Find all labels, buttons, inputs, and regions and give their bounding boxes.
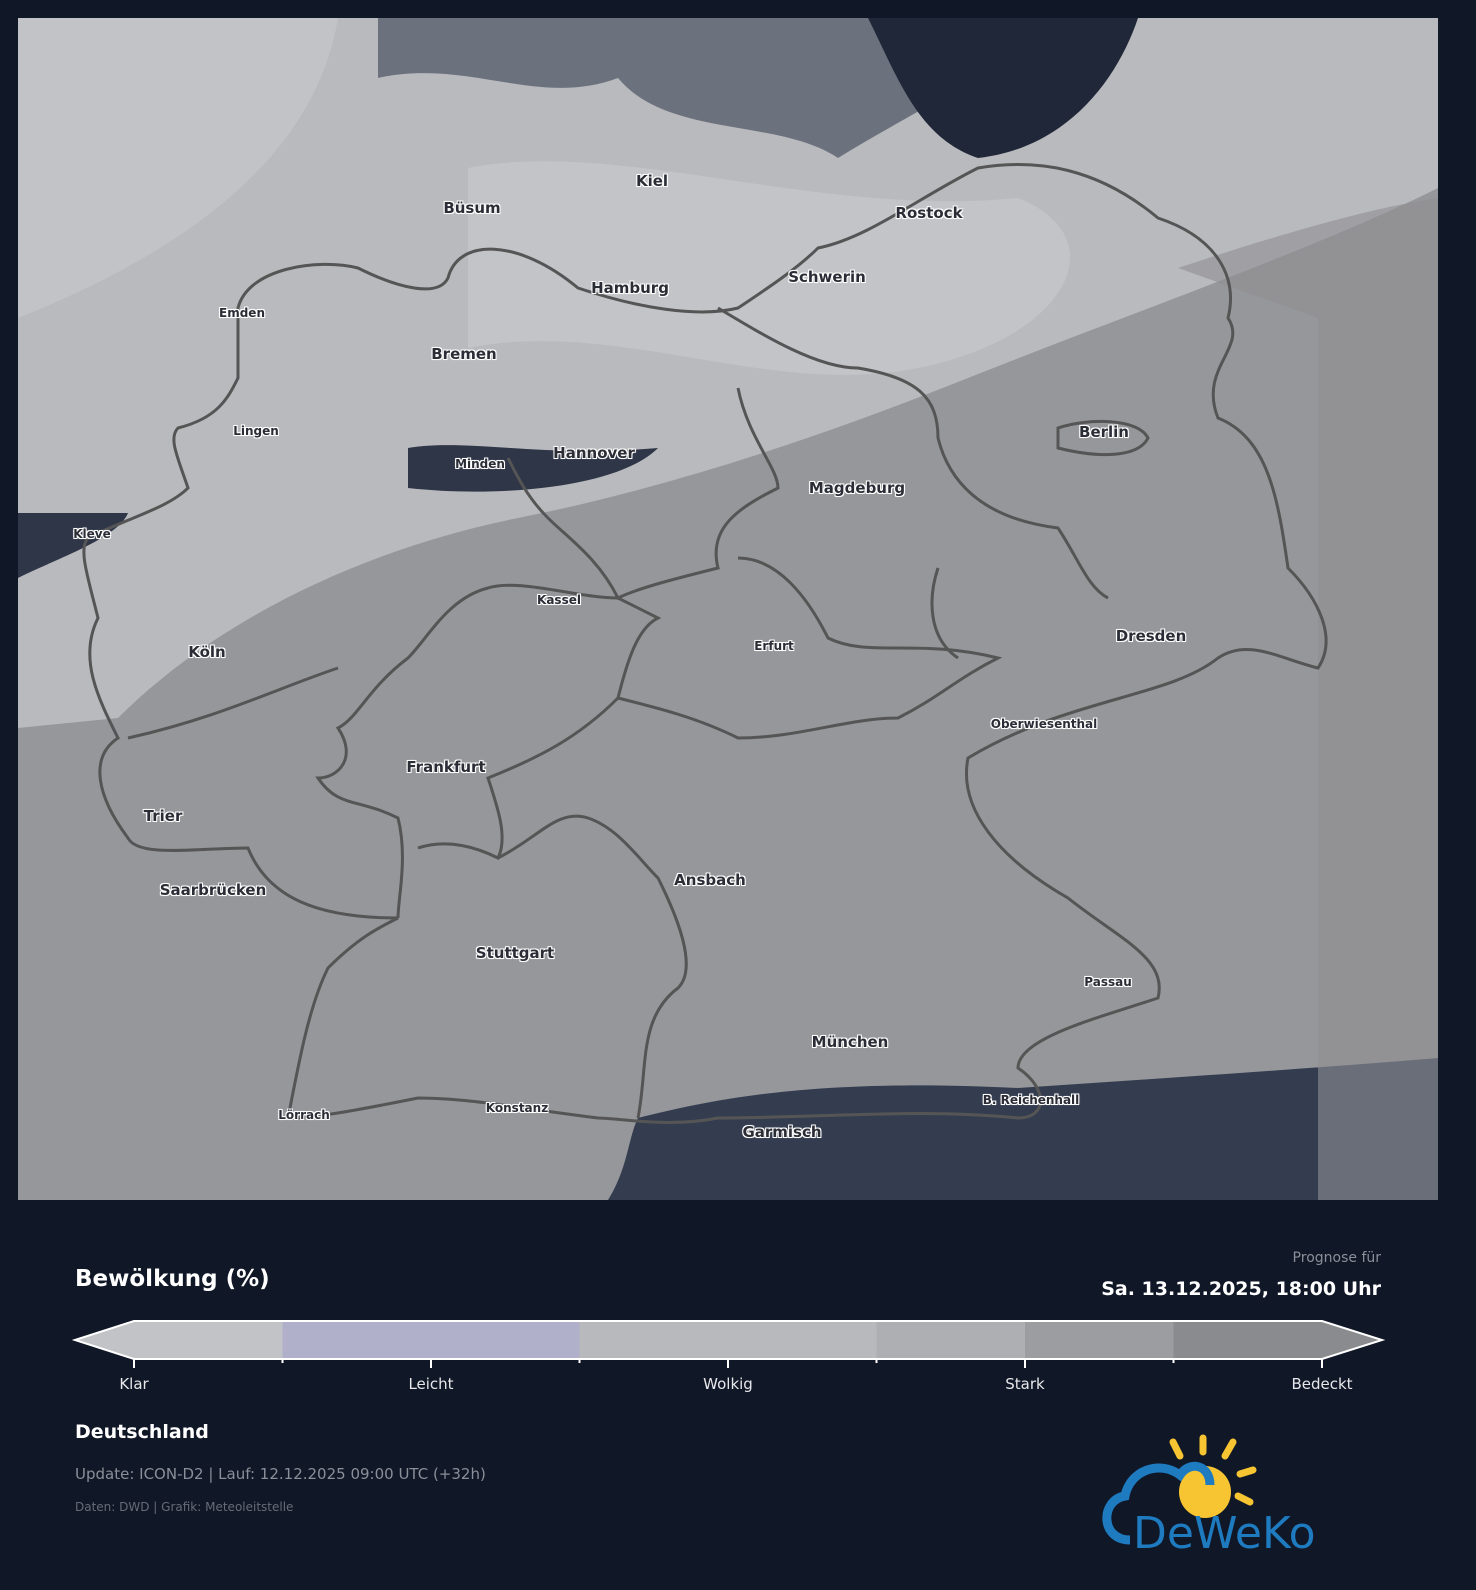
city-label-münchen: München bbox=[811, 1033, 889, 1051]
scale-segment bbox=[1173, 1321, 1382, 1359]
city-label-kiel: Kiel bbox=[635, 172, 669, 190]
scale-segment bbox=[282, 1321, 580, 1359]
city-label-rostock: Rostock bbox=[895, 204, 963, 222]
city-label-emden: Emden bbox=[219, 306, 265, 320]
city-label-minden: Minden bbox=[455, 457, 505, 471]
cloud-cover-map: Kiel Büsum Rostock Hamburg Schwerin Emden Brem… bbox=[18, 18, 1438, 1200]
city-label-ansbach: Ansbach bbox=[674, 871, 746, 889]
forecast-label: Prognose für bbox=[1292, 1250, 1381, 1266]
city-label-hamburg: Hamburg bbox=[591, 279, 669, 297]
sun-rays-icon bbox=[1169, 1434, 1257, 1506]
city-label-kleve: Kleve bbox=[73, 527, 111, 541]
city-label-schwerin: Schwerin bbox=[788, 268, 866, 286]
scale-segment bbox=[75, 1321, 283, 1359]
light-cloud-area bbox=[18, 18, 1438, 728]
clear-area bbox=[18, 18, 338, 318]
city-label-oberwiesenthal: Oberwiesenthal bbox=[990, 717, 1098, 731]
cloud-icon bbox=[1102, 1461, 1215, 1545]
city-label-frankfurt: Frankfurt bbox=[406, 758, 486, 776]
city-label-konstanz: Konstanz bbox=[485, 1101, 549, 1115]
region-name: Deutschland bbox=[75, 1421, 209, 1443]
city-label-berlin: Berlin bbox=[1079, 423, 1129, 441]
logo-text: DeWeKo bbox=[1133, 1508, 1316, 1559]
scale-segment bbox=[876, 1321, 1025, 1359]
dark-cloud-gap-ne bbox=[868, 18, 1138, 158]
dark-cloud-minden bbox=[408, 445, 658, 492]
city-label-büsum: Büsum bbox=[443, 199, 501, 217]
color-scale-bar bbox=[71, 1320, 1386, 1368]
city-label-trier: Trier bbox=[143, 807, 183, 825]
scale-label-leicht: Leicht bbox=[408, 1375, 454, 1393]
scale-segment bbox=[579, 1321, 877, 1359]
data-credits: Daten: DWD | Grafik: Meteoleitstelle bbox=[75, 1500, 294, 1514]
city-label-lörrach: Lörrach bbox=[278, 1108, 330, 1122]
dark-cloud-west bbox=[18, 513, 128, 578]
city-label-dresden: Dresden bbox=[1115, 627, 1187, 645]
deweko-logo: DeWeKo bbox=[1102, 1434, 1316, 1559]
city-label-stuttgart: Stuttgart bbox=[475, 944, 555, 962]
legend-title: Bewölkung (%) bbox=[75, 1266, 270, 1292]
city-label-passau: Passau bbox=[1084, 975, 1132, 989]
city-label-lingen: Lingen bbox=[233, 424, 279, 438]
city-label-kassel: Kassel bbox=[537, 593, 581, 607]
city-label-garmisch: Garmisch bbox=[742, 1123, 822, 1141]
dark-cloud-alps bbox=[608, 1058, 1438, 1200]
city-label-bremen: Bremen bbox=[431, 345, 497, 363]
map-layers bbox=[18, 18, 1438, 1200]
scale-label-klar: Klar bbox=[119, 1375, 149, 1393]
scale-label-stark: Stark bbox=[1005, 1375, 1045, 1393]
city-label-saarbrücken: Saarbrücken bbox=[159, 881, 267, 899]
city-label-magdeburg: Magdeburg bbox=[808, 479, 906, 497]
city-label-köln: Köln bbox=[188, 643, 226, 661]
east-band bbox=[1178, 198, 1438, 1200]
forecast-date: Sa. 13.12.2025, 18:00 Uhr bbox=[1101, 1278, 1381, 1300]
dark-cloud-gap bbox=[378, 18, 1018, 158]
scale-label-wolkig: Wolkig bbox=[703, 1375, 753, 1393]
city-label-erfurt: Erfurt bbox=[754, 639, 794, 653]
clear-area-2 bbox=[468, 161, 1071, 375]
state-borders bbox=[82, 163, 1328, 1124]
city-label-hannover: Hannover bbox=[553, 444, 635, 462]
scale-segment bbox=[1025, 1321, 1174, 1359]
model-run-info: Update: ICON-D2 | Lauf: 12.12.2025 09:00… bbox=[75, 1465, 486, 1483]
city-label-b-reichenhall: B. Reichenhall bbox=[982, 1093, 1080, 1107]
scale-label-bedeckt: Bedeckt bbox=[1291, 1375, 1353, 1393]
sun-icon bbox=[1179, 1466, 1231, 1518]
